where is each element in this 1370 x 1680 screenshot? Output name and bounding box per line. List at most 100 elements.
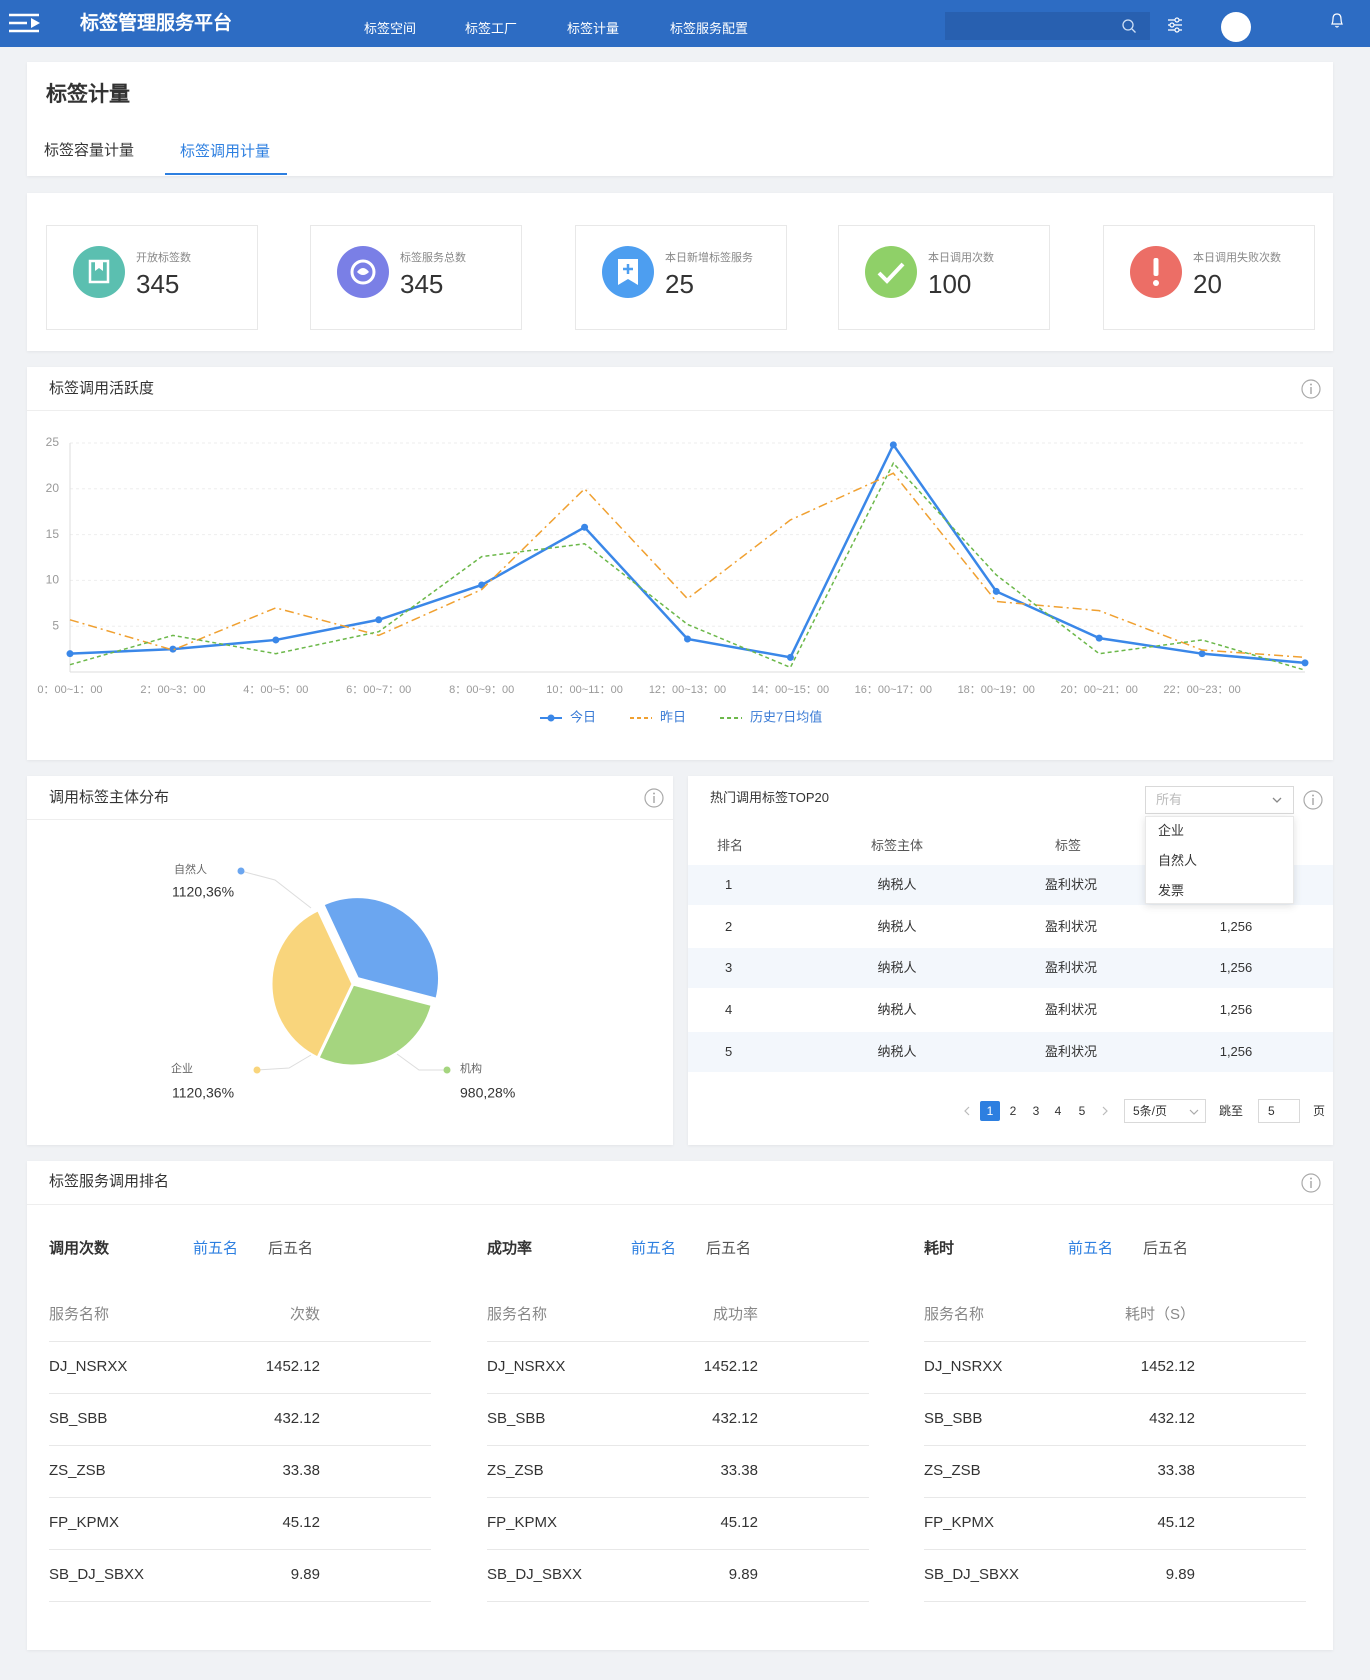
- x-tick-label: 18：00~19：00: [958, 684, 1035, 696]
- x-tick-label: 8：00~9：00: [449, 684, 514, 696]
- info-icon: [1303, 790, 1323, 810]
- nav-item[interactable]: 标签工厂: [465, 21, 518, 36]
- row-divider: [487, 1549, 869, 1550]
- page-number[interactable]: 2: [1009, 1104, 1017, 1118]
- service-value: 1452.12: [1140, 1358, 1195, 1375]
- chevron: [964, 1106, 970, 1116]
- stat-label: 标签服务总数: [400, 252, 466, 264]
- column-header: 服务名称: [924, 1306, 985, 1323]
- page-number[interactable]: 3: [1032, 1104, 1040, 1118]
- x-tick-label: 2：00~3：00: [140, 684, 205, 696]
- rank-tab-active[interactable]: 前五名: [631, 1240, 677, 1257]
- icon-glyph: [1153, 280, 1159, 286]
- rank-tab[interactable]: 后五名: [268, 1240, 314, 1257]
- jump-input[interactable]: 5: [1258, 1099, 1300, 1123]
- service-value: 432.12: [1149, 1410, 1195, 1427]
- panel-title: 标签服务调用排名: [49, 1173, 170, 1190]
- title-card: 标签计量标签容量计量 标签调用计量: [27, 62, 1333, 176]
- page-size: 5条/页: [1133, 1104, 1168, 1118]
- service-name: ZS_ZSB: [924, 1462, 981, 1479]
- pie-label-dot: [237, 867, 245, 875]
- service-name: SB_SBB: [924, 1410, 983, 1427]
- row-divider: [924, 1601, 1306, 1602]
- tab[interactable]: 标签容量计量: [44, 142, 135, 159]
- info-dot: [1312, 794, 1314, 797]
- page-current[interactable]: 1: [980, 1101, 1000, 1121]
- rank-tab[interactable]: 后五名: [1143, 1240, 1189, 1257]
- row-divider: [49, 1497, 431, 1498]
- service-name: DJ_NSRXX: [924, 1358, 1003, 1375]
- rank-tab-active[interactable]: 前五名: [1068, 1240, 1114, 1257]
- stats-card: 开放标签数 345 标签服务总数 345 本日新增标签服务 25 本日调用次数 100 本日调用…: [27, 193, 1333, 351]
- y-tick-label: 25: [46, 435, 60, 449]
- table-cell: 盈利状况: [1044, 1002, 1097, 1018]
- column-header: 次数: [289, 1306, 320, 1323]
- column-header: 标签: [1054, 838, 1081, 853]
- series-marker: [478, 581, 486, 589]
- service-value: 45.12: [282, 1514, 320, 1531]
- x-tick-label: 20：00~21：00: [1060, 684, 1137, 696]
- divider: [27, 1204, 1333, 1205]
- table-cell: 4: [725, 1002, 733, 1018]
- service-value: 33.38: [720, 1462, 758, 1479]
- series-marker: [684, 635, 691, 643]
- rank-tab[interactable]: 后五名: [706, 1240, 752, 1257]
- filter-placeholder: 所有: [1156, 792, 1183, 807]
- column-header: 服务名称: [49, 1306, 110, 1323]
- panel-title: 热门调用标签TOP20: [710, 790, 829, 805]
- table-cell: 纳税人: [877, 960, 917, 976]
- series-marker: [581, 523, 589, 531]
- table-cell: 1,256: [1219, 1002, 1253, 1018]
- page-title: 标签计量: [46, 83, 130, 106]
- page-number[interactable]: 4: [1054, 1104, 1062, 1118]
- service-name: SB_SBB: [487, 1410, 546, 1427]
- row-divider: [49, 1601, 431, 1602]
- search-box[interactable]: [945, 12, 1150, 40]
- info-dot: [1310, 383, 1312, 386]
- stat-icon: [865, 246, 917, 298]
- service-value: 1452.12: [265, 1358, 320, 1375]
- page-number[interactable]: 5: [1078, 1104, 1086, 1118]
- series-marker: [992, 587, 1000, 595]
- search-handle: [1131, 28, 1136, 33]
- avatar[interactable]: [1221, 12, 1251, 42]
- stat-label: 本日调用失败次数: [1193, 252, 1281, 264]
- x-tick-label: 10：00~11：00: [546, 684, 623, 696]
- service-value: 432.12: [712, 1410, 758, 1427]
- stat-box: 本日调用失败次数 20: [1103, 225, 1315, 330]
- page-size-select[interactable]: 5条/页: [1124, 1099, 1206, 1123]
- menu-logo: [9, 13, 40, 33]
- nav-item[interactable]: 标签服务配置: [670, 21, 749, 36]
- row-divider: [487, 1445, 869, 1446]
- stat-icon-bg: [73, 246, 125, 298]
- table-cell: 纳税人: [877, 877, 917, 892]
- filter-select[interactable]: 所有: [1145, 786, 1294, 814]
- search-icon: [1122, 19, 1136, 33]
- service-value: 33.38: [1157, 1462, 1195, 1479]
- nav-item[interactable]: 标签计量: [567, 21, 620, 36]
- filter-option[interactable]: 自然人: [1158, 853, 1198, 868]
- info-circle: [1301, 1173, 1321, 1193]
- row-divider: [924, 1341, 1306, 1342]
- filter-option[interactable]: 企业: [1158, 823, 1185, 838]
- series-marker: [272, 636, 280, 644]
- panel-title: 标签调用活跃度: [49, 380, 155, 397]
- x-tick-label: 6：00~7：00: [346, 684, 411, 696]
- x-tick-label: 16：00~17：00: [855, 684, 932, 696]
- y-tick-label: 15: [46, 527, 60, 541]
- tab-active[interactable]: 标签调用计量: [180, 143, 271, 160]
- nav-item[interactable]: 标签空间: [364, 21, 417, 36]
- filter-option[interactable]: 发票: [1158, 883, 1185, 898]
- logo-arrow: [31, 18, 40, 28]
- rank-tab-active[interactable]: 前五名: [193, 1240, 239, 1257]
- stat-value: 100: [928, 269, 972, 299]
- x-tick-label: 22：00~23：00: [1163, 684, 1240, 696]
- service-name: SB_SBB: [49, 1410, 108, 1427]
- info-icon: [644, 788, 664, 808]
- row-divider: [49, 1549, 431, 1550]
- bell-shape: [1331, 13, 1343, 28]
- series-marker: [169, 645, 177, 653]
- row-divider: [487, 1393, 869, 1394]
- row-divider: [487, 1601, 869, 1602]
